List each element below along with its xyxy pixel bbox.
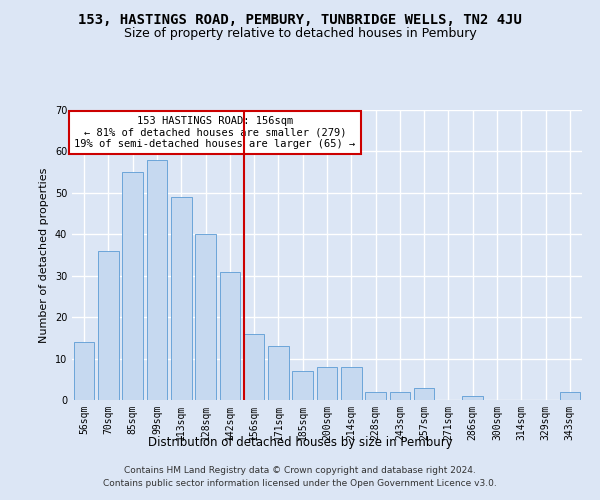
- Text: Size of property relative to detached houses in Pembury: Size of property relative to detached ho…: [124, 28, 476, 40]
- Bar: [463, 396, 483, 400]
- Bar: [98, 251, 119, 400]
- Bar: [146, 160, 167, 400]
- Bar: [317, 367, 337, 400]
- Bar: [171, 197, 191, 400]
- Bar: [74, 342, 94, 400]
- Text: 153, HASTINGS ROAD, PEMBURY, TUNBRIDGE WELLS, TN2 4JU: 153, HASTINGS ROAD, PEMBURY, TUNBRIDGE W…: [78, 12, 522, 26]
- Bar: [268, 346, 289, 400]
- Bar: [292, 371, 313, 400]
- Bar: [365, 392, 386, 400]
- Bar: [560, 392, 580, 400]
- Bar: [220, 272, 240, 400]
- Text: 153 HASTINGS ROAD: 156sqm
← 81% of detached houses are smaller (279)
19% of semi: 153 HASTINGS ROAD: 156sqm ← 81% of detac…: [74, 116, 355, 149]
- Y-axis label: Number of detached properties: Number of detached properties: [39, 168, 49, 342]
- Bar: [341, 367, 362, 400]
- Bar: [414, 388, 434, 400]
- Bar: [195, 234, 216, 400]
- Text: Contains HM Land Registry data © Crown copyright and database right 2024.
Contai: Contains HM Land Registry data © Crown c…: [103, 466, 497, 487]
- Bar: [244, 334, 265, 400]
- Bar: [122, 172, 143, 400]
- Bar: [389, 392, 410, 400]
- Text: Distribution of detached houses by size in Pembury: Distribution of detached houses by size …: [148, 436, 452, 449]
